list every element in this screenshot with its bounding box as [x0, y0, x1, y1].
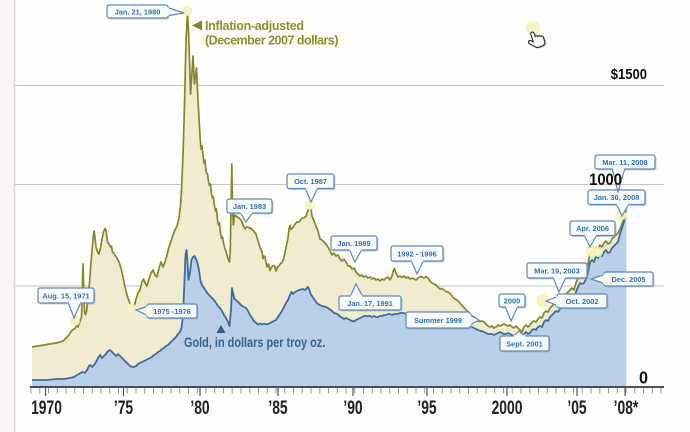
svg-text:Oct. 1987: Oct. 1987	[294, 177, 327, 186]
svg-text:(December 2007 dollars): (December 2007 dollars)	[205, 34, 338, 48]
svg-text:Summer 1999: Summer 1999	[414, 316, 462, 325]
svg-text:’75: ’75	[114, 397, 133, 419]
svg-text:’85: ’85	[268, 397, 287, 419]
svg-text:Sept. 2001: Sept. 2001	[506, 339, 543, 348]
svg-text:0: 0	[639, 368, 648, 388]
svg-text:Jan. 1983: Jan. 1983	[233, 202, 266, 211]
svg-text:Jan. 1989: Jan. 1989	[337, 239, 370, 248]
svg-text:2000: 2000	[492, 397, 523, 419]
svg-text:1970: 1970	[31, 397, 62, 419]
svg-text:$1500: $1500	[611, 65, 647, 82]
svg-text:’80: ’80	[190, 397, 209, 419]
svg-text:Inflation-adjusted: Inflation-adjusted	[205, 19, 304, 33]
svg-text:’08*: ’08*	[614, 397, 639, 419]
svg-text:Oct. 2002: Oct. 2002	[566, 297, 599, 306]
svg-text:Aug. 15, 1971: Aug. 15, 1971	[42, 291, 89, 300]
svg-text:’95: ’95	[417, 397, 436, 419]
svg-text:Mar. 19, 2003: Mar. 19, 2003	[534, 266, 580, 275]
svg-text:Dec. 2005: Dec. 2005	[611, 275, 645, 284]
svg-text:Jan. 17, 1991: Jan. 17, 1991	[347, 299, 393, 308]
svg-text:Gold, in dollars per troy oz.: Gold, in dollars per troy oz.	[184, 335, 325, 351]
svg-text:1000: 1000	[589, 171, 622, 189]
svg-text:Jan. 21, 1980: Jan. 21, 1980	[115, 7, 161, 16]
svg-text:Apr. 2006: Apr. 2006	[576, 224, 609, 233]
svg-text:1975 -1976: 1975 -1976	[153, 307, 190, 316]
svg-text:2000: 2000	[504, 296, 520, 305]
svg-text:’90: ’90	[343, 397, 362, 419]
svg-text:Mar. 11, 2008: Mar. 11, 2008	[602, 158, 647, 167]
svg-text:Jan. 30, 2008: Jan. 30, 2008	[594, 193, 640, 202]
svg-text:1992 - 1996: 1992 - 1996	[397, 249, 436, 258]
svg-text:’05: ’05	[567, 397, 586, 419]
